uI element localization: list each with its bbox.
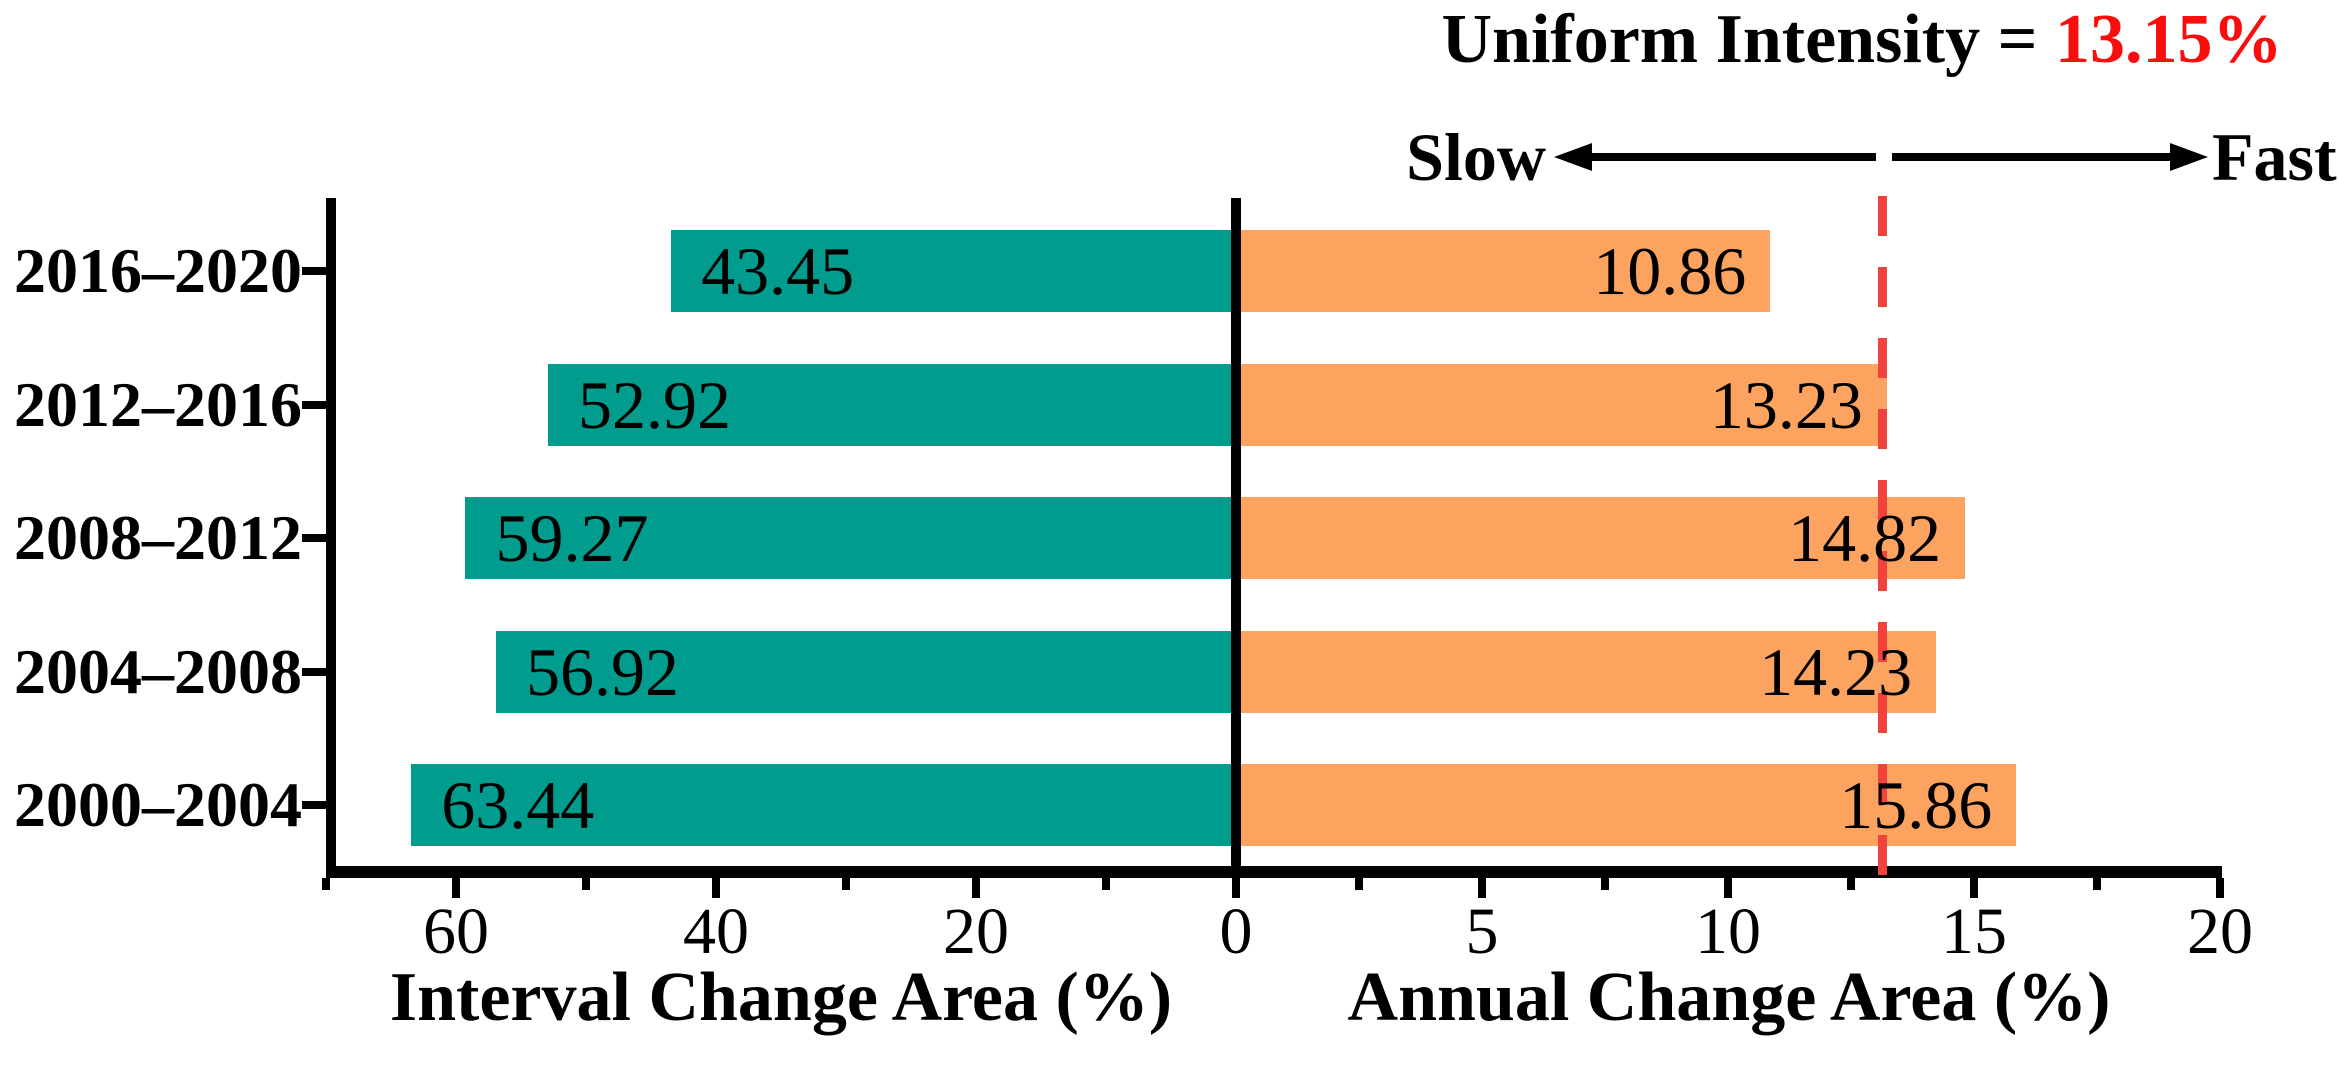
bar-value-label: 59.27 [495, 500, 649, 576]
x-major-tick [1970, 878, 1978, 898]
bar-value-label: 14.23 [1759, 634, 1913, 710]
category-label: 2012–2016 [14, 369, 302, 440]
bar-value-label: 43.45 [701, 233, 855, 309]
x-tick-label: 0 [1219, 895, 1253, 968]
uniform-intensity-reference-line [1878, 196, 1888, 884]
bar-value-label: 63.44 [441, 767, 595, 843]
interval-change-bar [411, 764, 1236, 846]
slow-arrow-line [1588, 153, 1876, 161]
interval-change-bar [671, 230, 1236, 312]
category-label: 2016–2020 [14, 235, 302, 306]
category-tick [302, 668, 326, 676]
x-minor-tick [1102, 878, 1110, 890]
title-prefix-text: Uniform Intensity = [1441, 1, 2055, 78]
x-tick-label: 10 [1695, 895, 1761, 968]
x-axis-line [326, 866, 2222, 878]
x-major-tick [1478, 878, 1486, 898]
x-tick-label: 60 [423, 895, 489, 968]
x-major-tick [1724, 878, 1732, 898]
annual-change-bar [1236, 497, 1966, 579]
bar-value-label: 56.92 [526, 634, 680, 710]
x-major-tick [2216, 878, 2224, 898]
category-tick [302, 801, 326, 809]
x-tick-label: 20 [2187, 895, 2253, 968]
x-minor-tick [322, 878, 330, 890]
x-minor-tick [2093, 878, 2101, 890]
annual-change-bar [1236, 631, 1937, 713]
annual-change-bar [1236, 364, 1887, 446]
category-label: 2004–2008 [14, 636, 302, 707]
title-value-text: 13.15% [2055, 1, 2283, 78]
x-minor-tick [1847, 878, 1855, 890]
x-minor-tick [842, 878, 850, 890]
category-label: 2008–2012 [14, 502, 302, 573]
fast-label: Fast [2212, 119, 2337, 195]
fast-arrowhead-icon [2170, 143, 2208, 171]
annual-change-bar [1236, 230, 1771, 312]
slow-label: Slow [1406, 119, 1546, 195]
left-axis-title: Interval Change Area (%) [389, 959, 1173, 1036]
x-minor-tick [1355, 878, 1363, 890]
bar-value-label: 10.86 [1593, 233, 1747, 309]
x-tick-label: 20 [943, 895, 1009, 968]
y-axis-line [326, 198, 336, 878]
category-tick [302, 267, 326, 275]
x-tick-label: 5 [1465, 895, 1499, 968]
fast-arrow-line [1892, 153, 2172, 161]
bar-value-label: 52.92 [578, 367, 732, 443]
interval-change-bar [465, 497, 1236, 579]
category-tick [302, 401, 326, 409]
x-major-tick [972, 878, 980, 898]
x-tick-label: 15 [1941, 895, 2007, 968]
category-label: 2000–2004 [14, 769, 302, 840]
bar-value-label: 14.82 [1788, 500, 1942, 576]
x-major-tick [712, 878, 720, 898]
right-axis-title: Annual Change Area (%) [1347, 959, 2111, 1036]
bar-value-label: 15.86 [1839, 767, 1993, 843]
category-tick [302, 534, 326, 542]
x-tick-label: 40 [683, 895, 749, 968]
center-zero-line [1231, 198, 1241, 878]
interval-change-bar [496, 631, 1236, 713]
slow-arrowhead-icon [1554, 143, 1592, 171]
x-major-tick [1232, 878, 1240, 898]
bar-value-label: 13.23 [1709, 367, 1863, 443]
x-major-tick [452, 878, 460, 898]
interval-change-bar [548, 364, 1236, 446]
x-minor-tick [1601, 878, 1609, 890]
x-minor-tick [582, 878, 590, 890]
chart-title: Uniform Intensity = 13.15% [1442, 0, 2283, 88]
